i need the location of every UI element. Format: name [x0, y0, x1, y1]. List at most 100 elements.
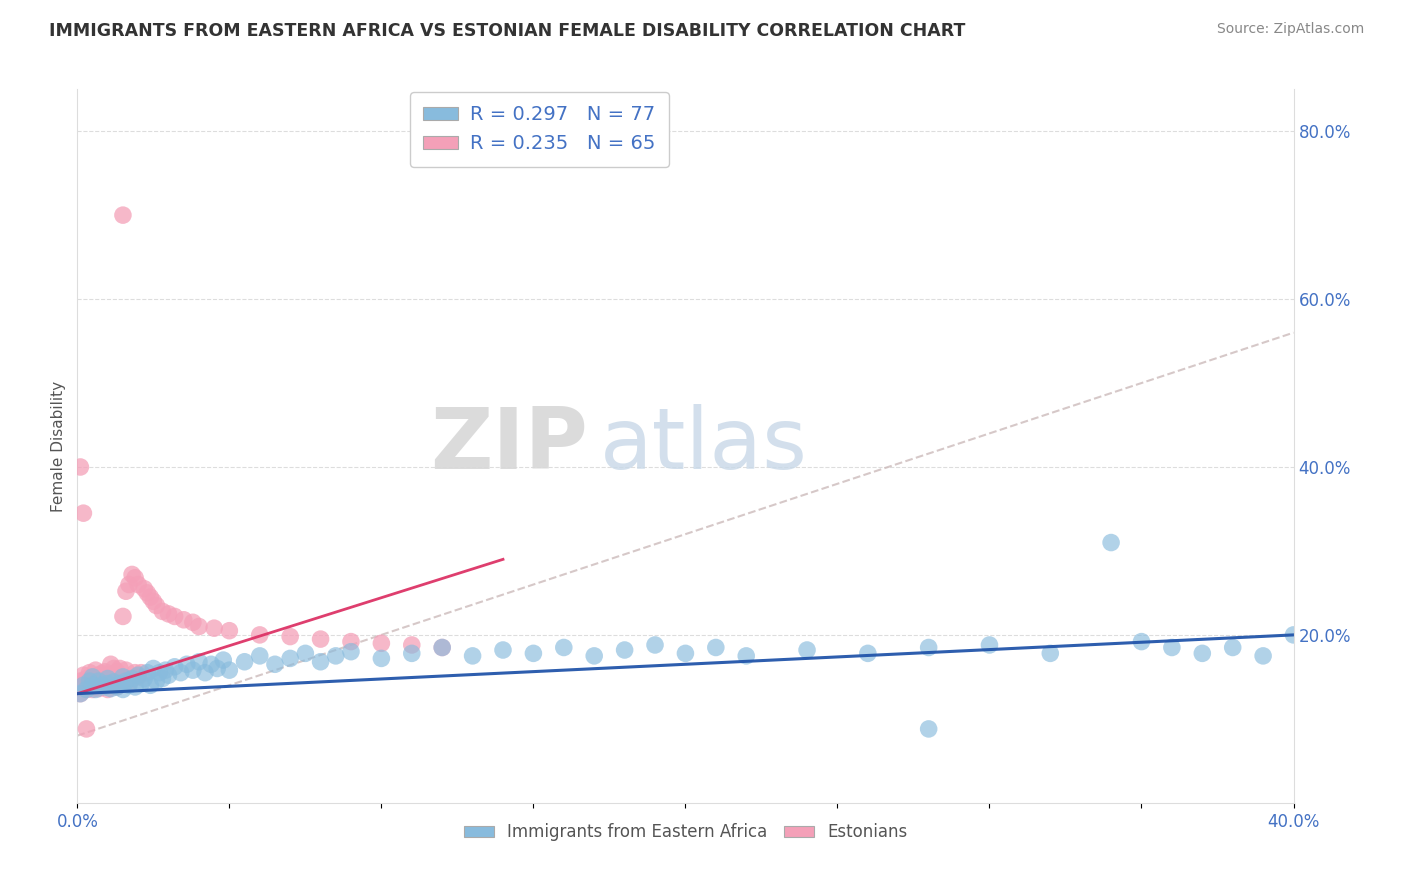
Point	[309, 655, 332, 669]
Point	[181, 615, 204, 630]
Point	[200, 657, 222, 672]
Point	[325, 648, 347, 663]
Point	[72, 506, 94, 520]
Point	[111, 208, 134, 222]
Point	[152, 604, 174, 618]
Point	[142, 661, 165, 675]
Point	[84, 682, 107, 697]
Point	[111, 672, 134, 686]
Point	[1099, 535, 1122, 549]
Point	[249, 628, 271, 642]
Point	[856, 646, 879, 660]
Point	[157, 668, 180, 682]
Point	[90, 680, 112, 694]
Point	[522, 646, 544, 660]
Point	[145, 599, 167, 613]
Point	[97, 676, 120, 690]
Point	[675, 646, 697, 660]
Point	[553, 640, 575, 655]
Point	[69, 674, 91, 689]
Point	[979, 638, 1001, 652]
Point	[264, 657, 287, 672]
Point	[340, 634, 363, 648]
Text: ZIP: ZIP	[430, 404, 588, 488]
Point	[218, 663, 240, 677]
Point	[103, 674, 125, 689]
Point	[97, 682, 120, 697]
Point	[1161, 640, 1184, 655]
Legend: Immigrants from Eastern Africa, Estonians: Immigrants from Eastern Africa, Estonian…	[457, 817, 914, 848]
Text: atlas: atlas	[600, 404, 808, 488]
Point	[294, 646, 316, 660]
Point	[155, 663, 177, 677]
Point	[111, 670, 134, 684]
Point	[157, 607, 180, 621]
Point	[370, 636, 392, 650]
Point	[278, 630, 301, 644]
Point	[93, 680, 115, 694]
Point	[492, 643, 515, 657]
Point	[370, 651, 392, 665]
Point	[1251, 648, 1274, 663]
Point	[87, 668, 110, 682]
Point	[1039, 646, 1062, 660]
Point	[134, 672, 156, 686]
Point	[1222, 640, 1244, 655]
Point	[118, 678, 141, 692]
Point	[401, 646, 423, 660]
Point	[188, 619, 211, 633]
Point	[121, 672, 143, 686]
Point	[118, 676, 141, 690]
Point	[129, 676, 152, 690]
Point	[97, 668, 120, 682]
Point	[124, 680, 146, 694]
Point	[134, 582, 156, 596]
Point	[105, 665, 128, 679]
Point	[103, 661, 125, 675]
Text: IMMIGRANTS FROM EASTERN AFRICA VS ESTONIAN FEMALE DISABILITY CORRELATION CHART: IMMIGRANTS FROM EASTERN AFRICA VS ESTONI…	[49, 22, 966, 40]
Point	[918, 640, 941, 655]
Point	[75, 722, 97, 736]
Point	[1282, 628, 1305, 642]
Point	[139, 678, 162, 692]
Point	[340, 645, 363, 659]
Point	[105, 680, 128, 694]
Point	[139, 590, 162, 604]
Point	[103, 676, 125, 690]
Point	[127, 670, 149, 684]
Point	[108, 676, 131, 690]
Point	[163, 609, 186, 624]
Point	[75, 682, 97, 697]
Point	[93, 678, 115, 692]
Point	[142, 594, 165, 608]
Point	[72, 668, 94, 682]
Point	[84, 663, 107, 677]
Point	[82, 670, 104, 684]
Point	[212, 653, 235, 667]
Point	[105, 680, 128, 694]
Point	[72, 680, 94, 694]
Point	[79, 674, 101, 689]
Point	[108, 676, 131, 690]
Point	[82, 670, 104, 684]
Y-axis label: Female Disability: Female Disability	[51, 380, 66, 512]
Point	[69, 687, 91, 701]
Point	[918, 722, 941, 736]
Point	[163, 660, 186, 674]
Point	[108, 661, 131, 675]
Point	[111, 609, 134, 624]
Point	[278, 651, 301, 665]
Point	[111, 682, 134, 697]
Point	[202, 621, 225, 635]
Point	[644, 638, 666, 652]
Text: Source: ZipAtlas.com: Source: ZipAtlas.com	[1216, 22, 1364, 37]
Point	[176, 657, 198, 672]
Point	[118, 577, 141, 591]
Point	[430, 640, 453, 655]
Point	[704, 640, 727, 655]
Point	[249, 648, 271, 663]
Point	[173, 613, 195, 627]
Point	[1130, 634, 1153, 648]
Point	[82, 682, 104, 697]
Point	[401, 638, 423, 652]
